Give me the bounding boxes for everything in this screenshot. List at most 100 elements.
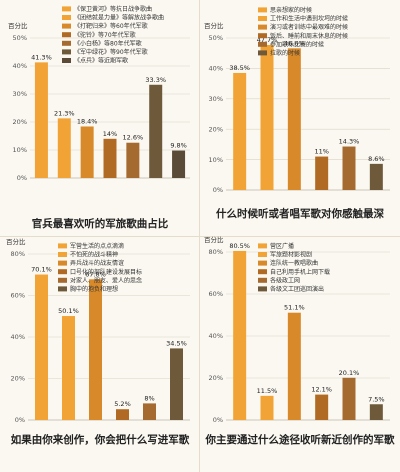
- bar: [35, 274, 48, 420]
- y-tick-label: 40%: [11, 333, 25, 341]
- legend-swatch: [258, 260, 267, 266]
- chart-svg: 0% 10% 20% 30% 40% 50% 百分比 38.5% 47.7% 46.6% 11% 14…: [204, 6, 390, 194]
- data-label: 20.1%: [339, 369, 360, 377]
- legend-label: 《打靶归来》等60年代军歌: [74, 22, 148, 30]
- bar: [62, 316, 75, 420]
- data-label: 12.1%: [311, 386, 332, 394]
- legend-swatch: [258, 16, 267, 21]
- bar: [233, 72, 247, 190]
- bar: [342, 377, 356, 420]
- legend-swatch: [258, 41, 267, 47]
- y-tick-label: 10%: [209, 156, 223, 164]
- legend-label: 营区广播: [270, 242, 294, 250]
- legend-swatch: [58, 243, 67, 249]
- data-label: 11%: [314, 148, 328, 156]
- bar: [149, 84, 163, 178]
- y-tick-label: 20%: [13, 118, 27, 126]
- data-label: 8%: [144, 394, 154, 402]
- data-label: 5.2%: [114, 400, 131, 408]
- legend-swatch: [58, 277, 67, 283]
- legend-swatch: [58, 252, 67, 257]
- bar: [287, 312, 301, 420]
- legend-label: 《团结就是力量》等解放战争歌曲: [74, 14, 164, 22]
- y-tick-label: 30%: [13, 90, 27, 98]
- legend-label: 饭后、睡前和周末休息的时候: [270, 32, 348, 40]
- legend-label: 连队统一教唱歌曲: [270, 259, 318, 267]
- legend-swatch: [58, 269, 67, 275]
- y-tick-label: 10%: [13, 146, 27, 154]
- data-label: 67.8%: [85, 270, 106, 278]
- y-tick-label: 30%: [209, 95, 223, 103]
- data-label: 47.7%: [257, 36, 278, 44]
- bar: [369, 163, 383, 190]
- y-axis-unit: 百分比: [204, 21, 224, 30]
- legend-swatch: [258, 269, 267, 275]
- data-label: 14.3%: [339, 138, 360, 146]
- chart-what-to-write: 0% 20% 40% 60% 80% 百分比 70.1% 50.1% 67.8% 5.2% 8% 34…: [0, 236, 200, 472]
- chart-svg: 0% 10% 20% 30% 40% 50% 百分比 41.3% 21.3%18.4% 14% 12…: [8, 5, 190, 182]
- chart-svg: 0% 20% 40% 60% 80% 百分比 80.5% 11.5% 51.1% 12.1% 20.…: [204, 236, 390, 424]
- chart-svg: 0% 20% 40% 60% 80% 百分比 70.1% 50.1% 67.8% 5.2% 8% 34…: [6, 237, 190, 424]
- y-axis-unit: 百分比: [204, 236, 224, 244]
- legend-label: 各级文工团巡回演出: [270, 285, 324, 293]
- y-axis-unit: 百分比: [6, 237, 26, 246]
- legend-label: 各级政工网: [270, 276, 300, 284]
- data-label: 7.5%: [368, 395, 385, 403]
- bar: [287, 48, 301, 190]
- data-label: 70.1%: [31, 266, 52, 274]
- bar: [369, 404, 383, 420]
- y-tick-label: 0%: [17, 174, 27, 182]
- bar: [57, 118, 71, 178]
- legend-swatch: [58, 286, 67, 292]
- y-tick-label: 20%: [209, 374, 223, 382]
- legend-label: 弄兵战斗的战友情谊: [70, 259, 124, 267]
- legend-swatch: [258, 243, 267, 249]
- bar: [260, 44, 274, 190]
- data-label: 51.1%: [284, 304, 305, 312]
- legend-label: 思亲想家的时候: [270, 6, 312, 14]
- legend-swatch: [62, 40, 71, 46]
- chart-title: 如果由你来创作，你会把什么写进军歌: [10, 434, 190, 446]
- legend-swatch: [62, 32, 71, 38]
- data-label: 41.3%: [31, 53, 52, 61]
- legend-label: 对家人、朋友、爱人的思念: [70, 276, 142, 284]
- chart-listening-channels: 0% 20% 40% 60% 80% 百分比 80.5% 11.5% 51.1% 12.1% 20.…: [200, 236, 400, 472]
- chart-favorite-songs: 0% 10% 20% 30% 40% 50% 百分比 41.3% 21.3% 18.4% 14% 12…: [0, 0, 200, 236]
- legend-label: 《点兵》等近期军歌: [74, 57, 128, 65]
- data-label: 50.1%: [58, 307, 79, 315]
- legend-swatch: [258, 50, 267, 56]
- legend-label: 工作和生活中遇到坎坷的时候: [270, 15, 348, 23]
- y-tick-label: 40%: [13, 62, 27, 70]
- legend-label: 拉歌的时候: [270, 49, 300, 57]
- bar: [116, 409, 129, 420]
- bar: [170, 348, 183, 420]
- legend-swatch: [62, 23, 71, 29]
- bar: [233, 250, 247, 420]
- chart-when-moved: 0% 10% 20% 30% 40% 50% 百分比 38.5% 47.7% 46.6% 11% 14…: [200, 0, 400, 236]
- data-label: 34.5%: [166, 339, 187, 347]
- chart-title: 你主要通过什么途径收听新近创作的军歌: [205, 434, 395, 446]
- legend-swatch: [258, 286, 267, 292]
- legend-swatch: [258, 277, 267, 283]
- legend-label: 《小白杨》等80年代军歌: [74, 39, 142, 47]
- bar: [143, 403, 156, 420]
- data-label: 8.6%: [368, 155, 385, 163]
- bar: [342, 146, 356, 190]
- bar: [89, 279, 102, 420]
- legend-swatch: [258, 24, 267, 30]
- bar: [260, 395, 274, 420]
- y-tick-label: 60%: [209, 290, 223, 298]
- data-label: 38.5%: [229, 64, 250, 72]
- y-axis-unit: 百分比: [8, 21, 28, 30]
- data-label: 21.3%: [54, 109, 75, 117]
- bar: [315, 156, 329, 190]
- legend-label: 军营生活的点点滴滴: [70, 242, 124, 250]
- legend-swatch: [258, 7, 267, 13]
- bar: [126, 142, 140, 178]
- y-tick-label: 80%: [11, 250, 25, 258]
- legend-swatch: [62, 49, 71, 55]
- legend-swatch: [58, 260, 67, 266]
- legend-label: 自己利用手机上网下载: [270, 268, 330, 276]
- data-label: 12.6%: [123, 134, 144, 142]
- legend-label: 《驼铃》等70年代军歌: [74, 31, 136, 39]
